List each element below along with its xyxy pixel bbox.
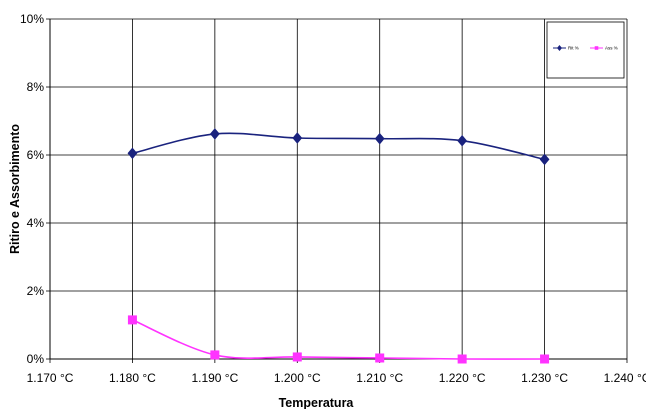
x-tick-label: 1.240 °C <box>604 371 646 385</box>
legend: Rit % Ass % <box>546 21 625 79</box>
data-point-1 <box>540 354 550 364</box>
data-point-1 <box>127 315 137 325</box>
data-point-0 <box>209 128 220 140</box>
legend-swatch-marker <box>594 46 599 50</box>
data-point-0 <box>127 147 138 160</box>
x-tick-label: 1.190 °C <box>191 371 238 385</box>
legend-label-0: Rit % <box>568 46 579 51</box>
y-tick-label: 0% <box>27 352 45 366</box>
series-markers <box>127 128 550 364</box>
y-tick-label: 10% <box>20 12 44 26</box>
x-tick-labels: 1.170 °C 1.180 °C 1.190 °C 1.200 °C 1.210 °C… <box>27 371 646 385</box>
y-tick-label: 2% <box>27 284 45 298</box>
data-point-0 <box>292 132 303 144</box>
x-tick-label: 1.200 °C <box>274 371 321 385</box>
axes <box>46 18 628 363</box>
x-tick-label: 1.170 °C <box>27 371 74 385</box>
x-tick-label: 1.210 °C <box>356 371 403 385</box>
data-point-1 <box>210 350 220 360</box>
series-line-0 <box>132 132 545 161</box>
y-tick-label: 6% <box>27 148 45 162</box>
data-point-0 <box>374 132 385 145</box>
data-point-1 <box>375 353 385 363</box>
legend-swatch-marker <box>556 45 563 51</box>
x-tick-label: 1.230 °C <box>521 371 568 385</box>
series-line-1 <box>132 319 545 360</box>
data-point-0 <box>457 134 468 147</box>
y-tick-labels: 0% 2% 4% 6% 8% 10% <box>20 12 44 366</box>
data-point-1 <box>292 352 302 362</box>
legend-label-1: Ass % <box>605 46 618 51</box>
data-point-0 <box>539 153 550 166</box>
series-lines <box>132 132 545 360</box>
y-tick-label: 4% <box>27 216 45 230</box>
data-point-1 <box>457 354 467 364</box>
y-tick-label: 8% <box>27 80 45 94</box>
x-axis-title: Temperatura <box>279 396 355 409</box>
x-tick-label: 1.220 °C <box>439 371 486 385</box>
grid-lines <box>50 18 628 359</box>
x-tick-label: 1.180 °C <box>109 371 156 385</box>
y-axis-title: Ritiro e Assorbimento <box>8 124 22 254</box>
